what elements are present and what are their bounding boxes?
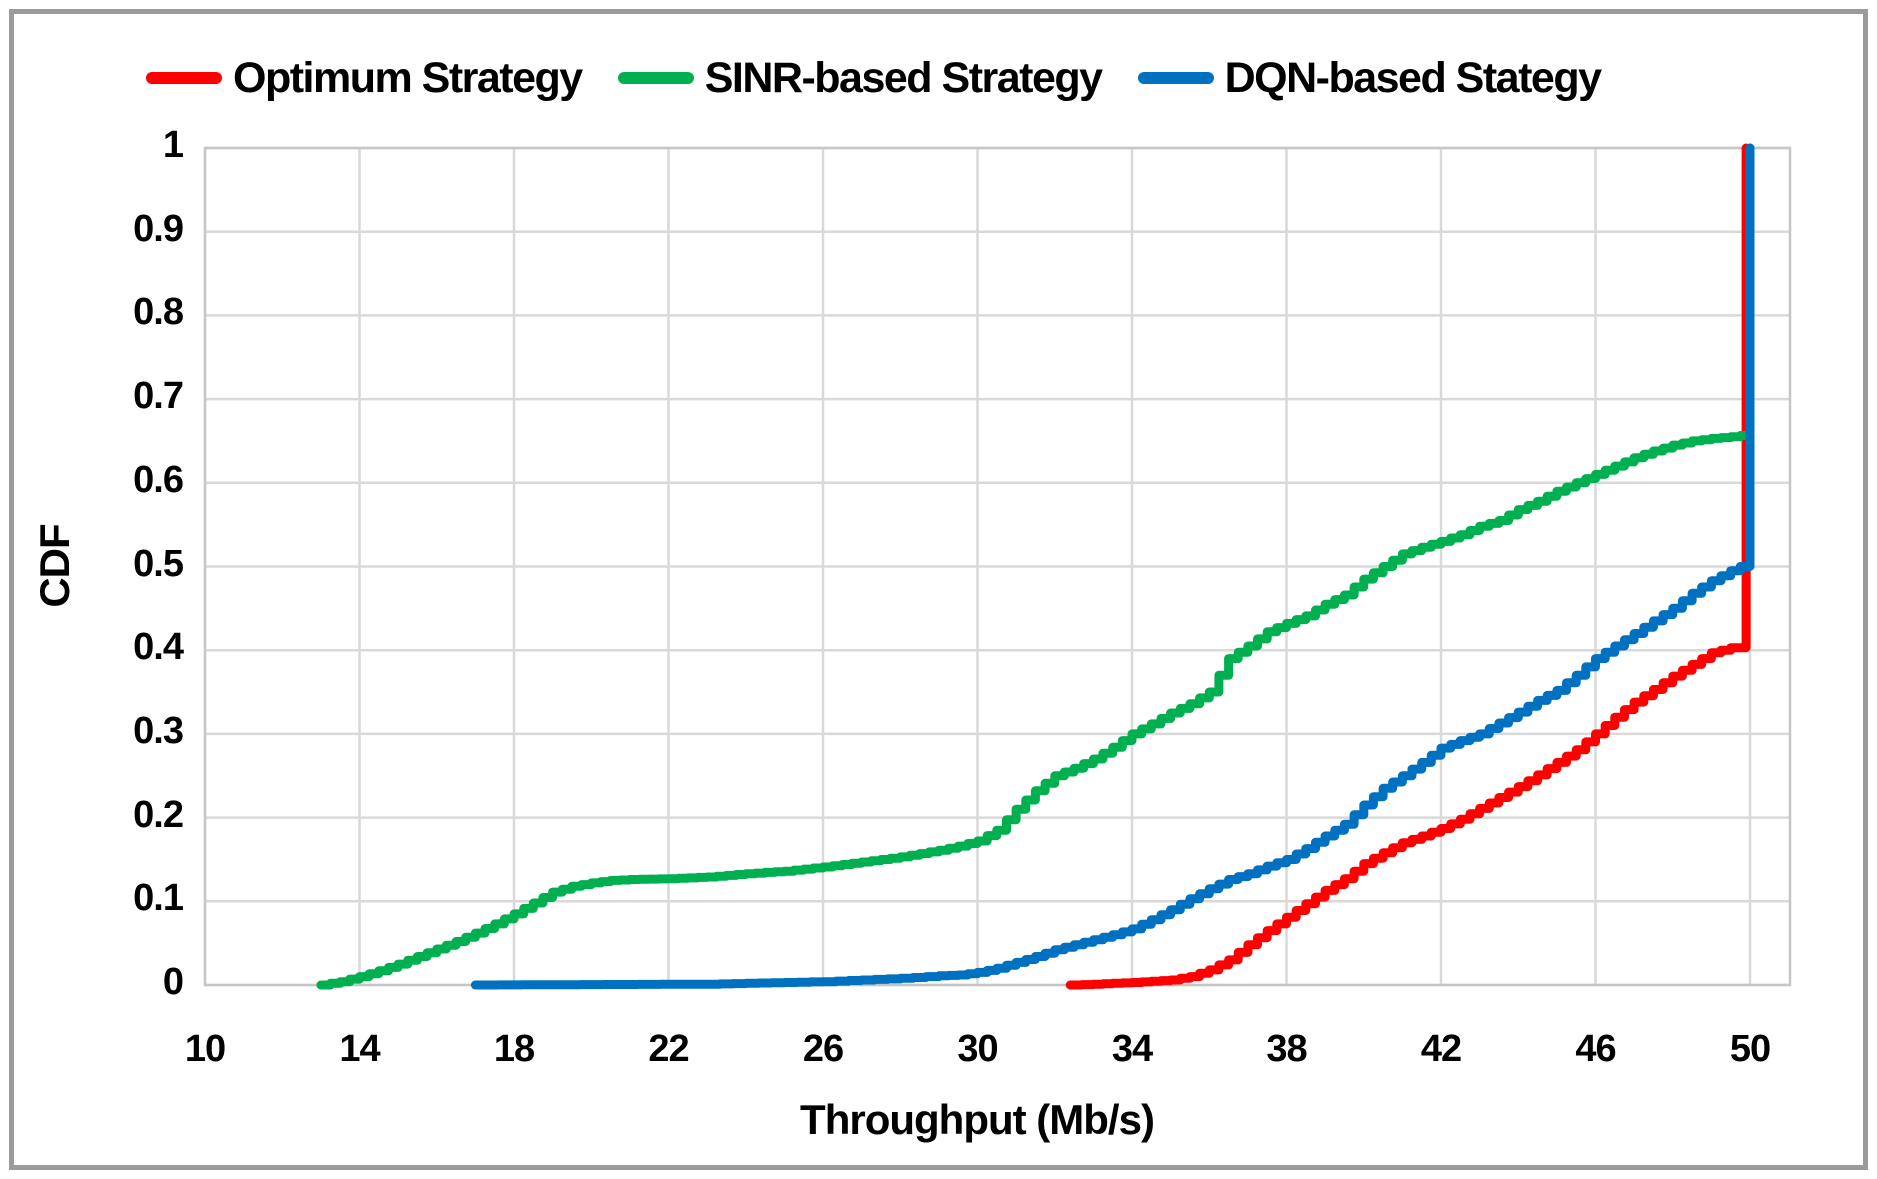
x-tick-label: 34: [1111, 1028, 1153, 1070]
x-tick-label: 46: [1575, 1028, 1616, 1070]
x-tick-label: 50: [1729, 1028, 1771, 1070]
legend: Optimum Strategy SINR-based Strategy DQN-b…: [146, 48, 1602, 108]
y-tick-label: 0.9: [133, 207, 184, 250]
x-tick-label: 30: [957, 1028, 998, 1070]
x-tick-label: 42: [1420, 1028, 1462, 1070]
x-tick-label: 18: [493, 1028, 535, 1070]
y-tick-label: 0.7: [133, 375, 184, 418]
legend-item-dqn: DQN-based Stategy: [1137, 53, 1602, 103]
legend-label-dqn: DQN-based Stategy: [1224, 53, 1602, 102]
legend-label-sinr: SINR-based Strategy: [704, 53, 1103, 102]
legend-swatch-sinr-icon: [617, 72, 694, 84]
legend-item-optimum: Optimum Strategy: [146, 53, 583, 103]
y-tick-label: 0.3: [133, 709, 184, 752]
plot-border: [203, 146, 1792, 987]
y-tick-label: 0.6: [133, 458, 184, 501]
y-tick-label: 0: [162, 961, 184, 1003]
legend-swatch-dqn-icon: [1137, 72, 1214, 84]
x-axis-title: Throughput (Mb/s): [800, 1096, 1155, 1143]
series-line-dqn-based-stategy: [470, 143, 1755, 990]
y-tick-label: 0.1: [133, 877, 184, 920]
y-tick-label: 0.2: [133, 793, 184, 836]
y-tick-label: 0.5: [133, 542, 184, 585]
x-tick-label: 22: [648, 1028, 689, 1070]
legend-swatch-optimum-icon: [146, 72, 222, 84]
series-line-optimum-strategy: [1065, 143, 1751, 990]
x-tick-label: 38: [1266, 1028, 1307, 1070]
x-tick-label: 26: [802, 1028, 844, 1070]
x-tick-label: 14: [339, 1028, 380, 1070]
legend-item-sinr: SINR-based Strategy: [617, 53, 1103, 103]
y-tick-label: 0.8: [133, 291, 184, 334]
x-tick-label: 10: [184, 1028, 226, 1070]
y-tick-label: 1: [162, 124, 184, 166]
y-tick-label: 0.4: [133, 626, 184, 669]
series-line-sinr-based-strategy: [316, 143, 1755, 990]
figure-border: [9, 9, 1868, 1170]
legend-label-optimum: Optimum Strategy: [233, 53, 583, 102]
